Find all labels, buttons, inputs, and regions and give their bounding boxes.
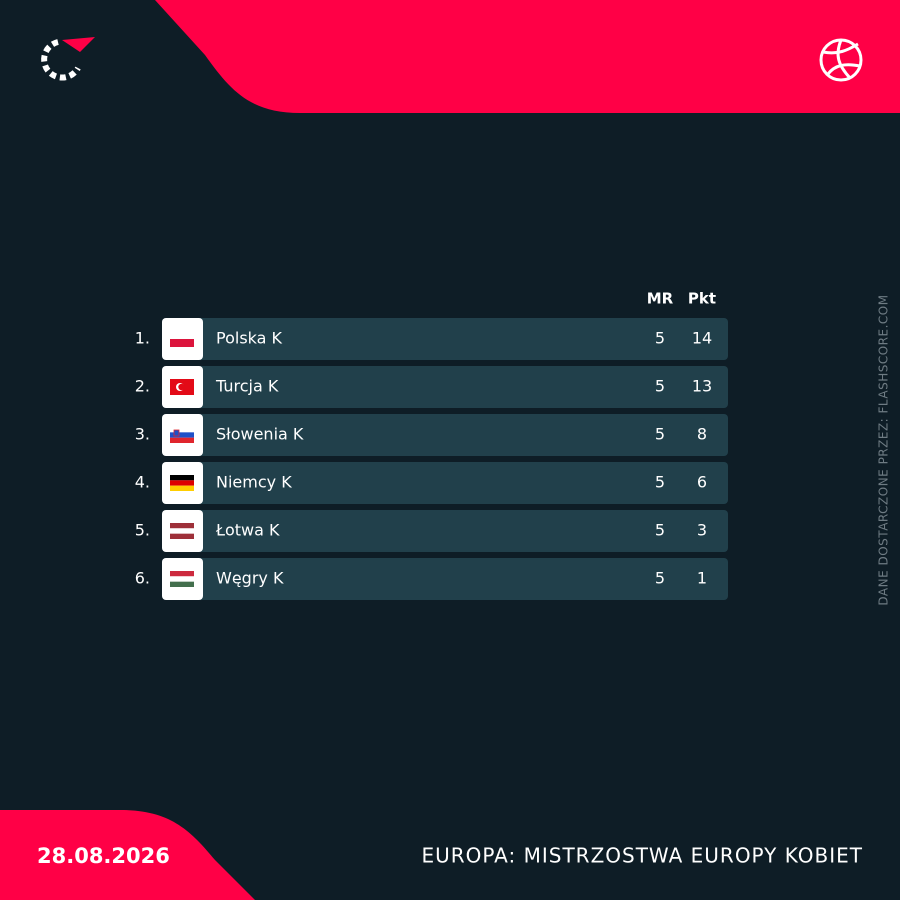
team-name: Węgry K	[216, 569, 284, 588]
flag-stripe	[170, 581, 194, 587]
matches-played: 5	[655, 473, 665, 492]
rank: 2.	[135, 377, 150, 396]
flag-stripe	[170, 528, 194, 534]
column-header: Pkt	[688, 290, 716, 308]
points: 14	[692, 329, 712, 348]
flag-stripe	[170, 576, 194, 582]
flag-stripe	[170, 437, 194, 443]
date: 28.08.2026	[37, 844, 170, 868]
competition: EUROPA: MISTRZOSTWA EUROPY KOBIET	[421, 844, 863, 868]
flag-stripe	[170, 480, 194, 486]
logo-accent	[62, 37, 95, 52]
row-background	[162, 318, 728, 360]
rank: 6.	[135, 569, 150, 588]
rank: 3.	[135, 425, 150, 444]
team-name: Turcja K	[215, 377, 279, 396]
credit: DANE DOSTARCZONE PRZEZ: FLASHSCORE.COM	[877, 294, 891, 605]
row-background	[162, 366, 728, 408]
team-name: Niemcy K	[216, 473, 292, 492]
flag-stripe	[170, 432, 194, 438]
flag-emblem	[178, 383, 185, 391]
flag-stripe	[170, 331, 194, 339]
matches-played: 5	[655, 425, 665, 444]
row-background	[162, 462, 728, 504]
column-header: MR	[647, 290, 674, 308]
row-background	[162, 414, 728, 456]
rank: 4.	[135, 473, 150, 492]
matches-played: 5	[655, 377, 665, 396]
matches-played: 5	[655, 569, 665, 588]
flag-stripe	[170, 533, 194, 539]
flag-stripe	[170, 339, 194, 347]
team-name: Łotwa K	[215, 521, 280, 540]
logo	[41, 39, 81, 81]
team-name: Słowenia K	[216, 425, 304, 444]
header-band	[155, 0, 900, 113]
points: 3	[697, 521, 707, 540]
points: 6	[697, 473, 707, 492]
points: 8	[697, 425, 707, 444]
flag-stripe	[170, 475, 194, 481]
flag-stripe	[170, 523, 194, 529]
flag-stripe	[170, 571, 194, 577]
footer-band	[0, 810, 255, 900]
row-background	[162, 558, 728, 600]
flag-stripe	[170, 485, 194, 491]
flag-stripe	[170, 427, 194, 433]
matches-played: 5	[655, 521, 665, 540]
rank: 1.	[135, 329, 150, 348]
points: 1	[697, 569, 707, 588]
row-background	[162, 510, 728, 552]
rank: 5.	[135, 521, 150, 540]
matches-played: 5	[655, 329, 665, 348]
flag-emblem	[173, 429, 180, 437]
team-name: Polska K	[216, 329, 283, 348]
volleyball-icon	[819, 38, 863, 82]
points: 13	[692, 377, 712, 396]
